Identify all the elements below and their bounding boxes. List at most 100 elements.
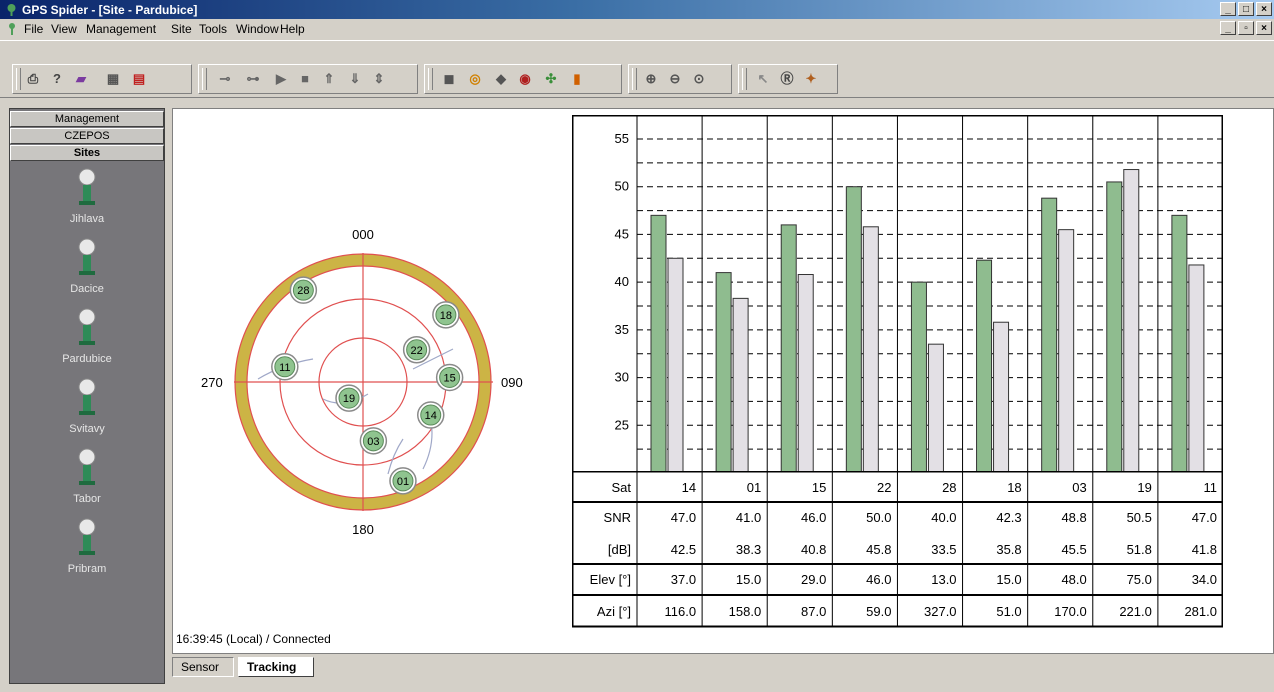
table-cell: 38.3 [736,542,761,557]
maximize-button[interactable]: □ [1238,2,1254,16]
site-item-jihlava[interactable]: Jihlava [10,167,164,237]
y-tick-label: 45 [615,226,629,241]
ftp-icon[interactable]: ◉ [519,71,531,86]
sidebar-tab-czepos[interactable]: CZEPOS [10,128,164,144]
sensor-icon[interactable]: ◎ [469,71,481,86]
antenna-icon[interactable]: ◆ [496,71,506,86]
snr-bar-l2 [1123,169,1140,473]
toolbar-grip[interactable] [742,68,747,90]
satellite-marker[interactable]: 14 [416,401,445,429]
snr-bar-chart: 55 50 45 40 35 30 25 [572,115,1223,473]
download-icon[interactable]: ⇓ [349,71,361,86]
status-text: 16:39:45 (Local) / Connected [176,632,331,646]
snr-bar-l1 [1171,214,1188,473]
menu-tools[interactable]: Tools [199,22,228,36]
satellite-marker[interactable]: 11 [271,353,299,381]
menu-window[interactable]: Window [236,22,279,36]
minimize-button[interactable]: _ [1220,2,1236,16]
snr-bar-l2 [993,321,1010,473]
help-icon[interactable]: ? [53,71,61,86]
satellite-marker[interactable]: 18 [432,301,460,329]
menu-site[interactable]: Site [171,22,192,36]
table-row-label: Sat [611,480,631,495]
y-tick-label: 25 [615,417,629,432]
print-icon[interactable]: ⎙ [27,71,39,86]
site-item-pardubice[interactable]: Pardubice [10,307,164,377]
sidebar-tab-management[interactable]: Management [10,111,164,127]
snr-bar-l1 [845,186,862,473]
title-bar: GPS Spider - [Site - Pardubice] _ □ × [0,0,1274,19]
report-icon[interactable]: Ⓡ [780,71,794,86]
snr-bar-l1 [910,281,927,473]
connect-icon[interactable]: ⊸ [219,71,231,86]
menu-management[interactable]: Management [86,22,157,36]
satellite-marker[interactable]: 15 [435,363,464,392]
toolbar-grip[interactable] [202,68,207,90]
zoom-out-icon[interactable]: ⊖ [669,71,681,86]
cube-icon[interactable]: ◼ [443,71,455,86]
toolbar-grip[interactable] [632,68,637,90]
tab-tracking[interactable]: Tracking [238,657,314,677]
table-cell: 170.0 [1054,604,1087,619]
toolbar-group-file: ⎙ ? ▰ ▦ ▤ [12,64,192,94]
satellite-id: 18 [440,310,452,322]
snr-bar-l2 [797,274,814,473]
sidebar-tab-sites[interactable]: Sites [10,145,164,161]
doc-minimize-button[interactable]: _ [1220,21,1236,35]
tab-sensor[interactable]: Sensor [172,657,234,677]
close-button[interactable]: × [1256,2,1272,16]
table-cell: 34.0 [1192,572,1217,587]
pointer-icon[interactable]: ↖ [757,71,769,86]
satellite-marker[interactable]: 28 [289,276,318,304]
table-cell: 41.8 [1192,542,1217,557]
menu-help[interactable]: Help [280,22,305,36]
upload-icon[interactable]: ⇑ [323,71,335,86]
menu-bar: File View Management Site Tools Window H… [0,19,1274,39]
table-cell: 46.0 [866,572,891,587]
network-icon[interactable]: ✣ [545,71,557,86]
satellite-marker-fill [292,279,314,301]
calculator-icon[interactable]: ▦ [106,71,120,86]
table-cell: 45.5 [1061,542,1086,557]
satellite-marker[interactable]: 01 [389,467,417,495]
book-icon[interactable]: ▰ [76,71,86,86]
menu-view[interactable]: View [51,22,77,36]
database-icon[interactable]: ▮ [573,71,581,86]
table-cell: 29.0 [801,572,826,587]
wizard-icon[interactable]: ✦ [805,71,817,86]
doc-restore-button[interactable]: ▫ [1238,21,1254,35]
toolbar-grip[interactable] [428,68,433,90]
toolbar-group-tools: ↖ Ⓡ ✦ [738,64,838,94]
site-label: Pribram [67,563,107,575]
doc-close-button[interactable]: × [1256,21,1272,35]
table-cell: 11 [1204,480,1218,495]
toolbar-grip[interactable] [16,68,21,90]
satellite-marker[interactable]: 03 [359,427,388,455]
site-item-svitavy[interactable]: Svitavy [10,377,164,447]
site-item-tabor[interactable]: Tabor [10,447,164,517]
satellite-id: 01 [397,476,409,488]
snr-bar-l2 [1058,229,1075,473]
connect-all-icon[interactable]: ⊶ [246,71,260,86]
zoom-in-icon[interactable]: ⊕ [645,71,657,86]
transfer-icon[interactable]: ⇕ [373,71,385,86]
satellite-table: Sat 14 01 15 22 28 18 03 19 11 SNR 47.0 41.0 46.0 50.0… [572,471,1223,628]
site-item-dacice[interactable]: Dacice [10,237,164,307]
satellite-marker-fill [338,387,360,409]
stop-icon[interactable]: ■ [301,71,309,86]
zoom-fit-icon[interactable]: ⊙ [693,71,705,86]
table-cell: 158.0 [729,604,762,619]
table-cell: 75.0 [1127,572,1152,587]
table-cell: 15 [812,480,826,495]
table-icon[interactable]: ▤ [132,71,146,86]
menu-file[interactable]: File [24,22,44,36]
table-cell: 51.8 [1127,542,1152,557]
toolbar-group-zoom: ⊕ ⊖ ⊙ [628,64,732,94]
table-cell: 48.0 [1061,572,1086,587]
play-icon[interactable]: ▶ [276,71,286,86]
site-item-pribram[interactable]: Pribram [10,517,164,587]
satellite-marker-fill [435,304,457,326]
satellite-marker[interactable]: 19 [335,384,363,412]
antenna-icon [78,308,96,345]
satellite-marker[interactable]: 22 [402,336,431,364]
